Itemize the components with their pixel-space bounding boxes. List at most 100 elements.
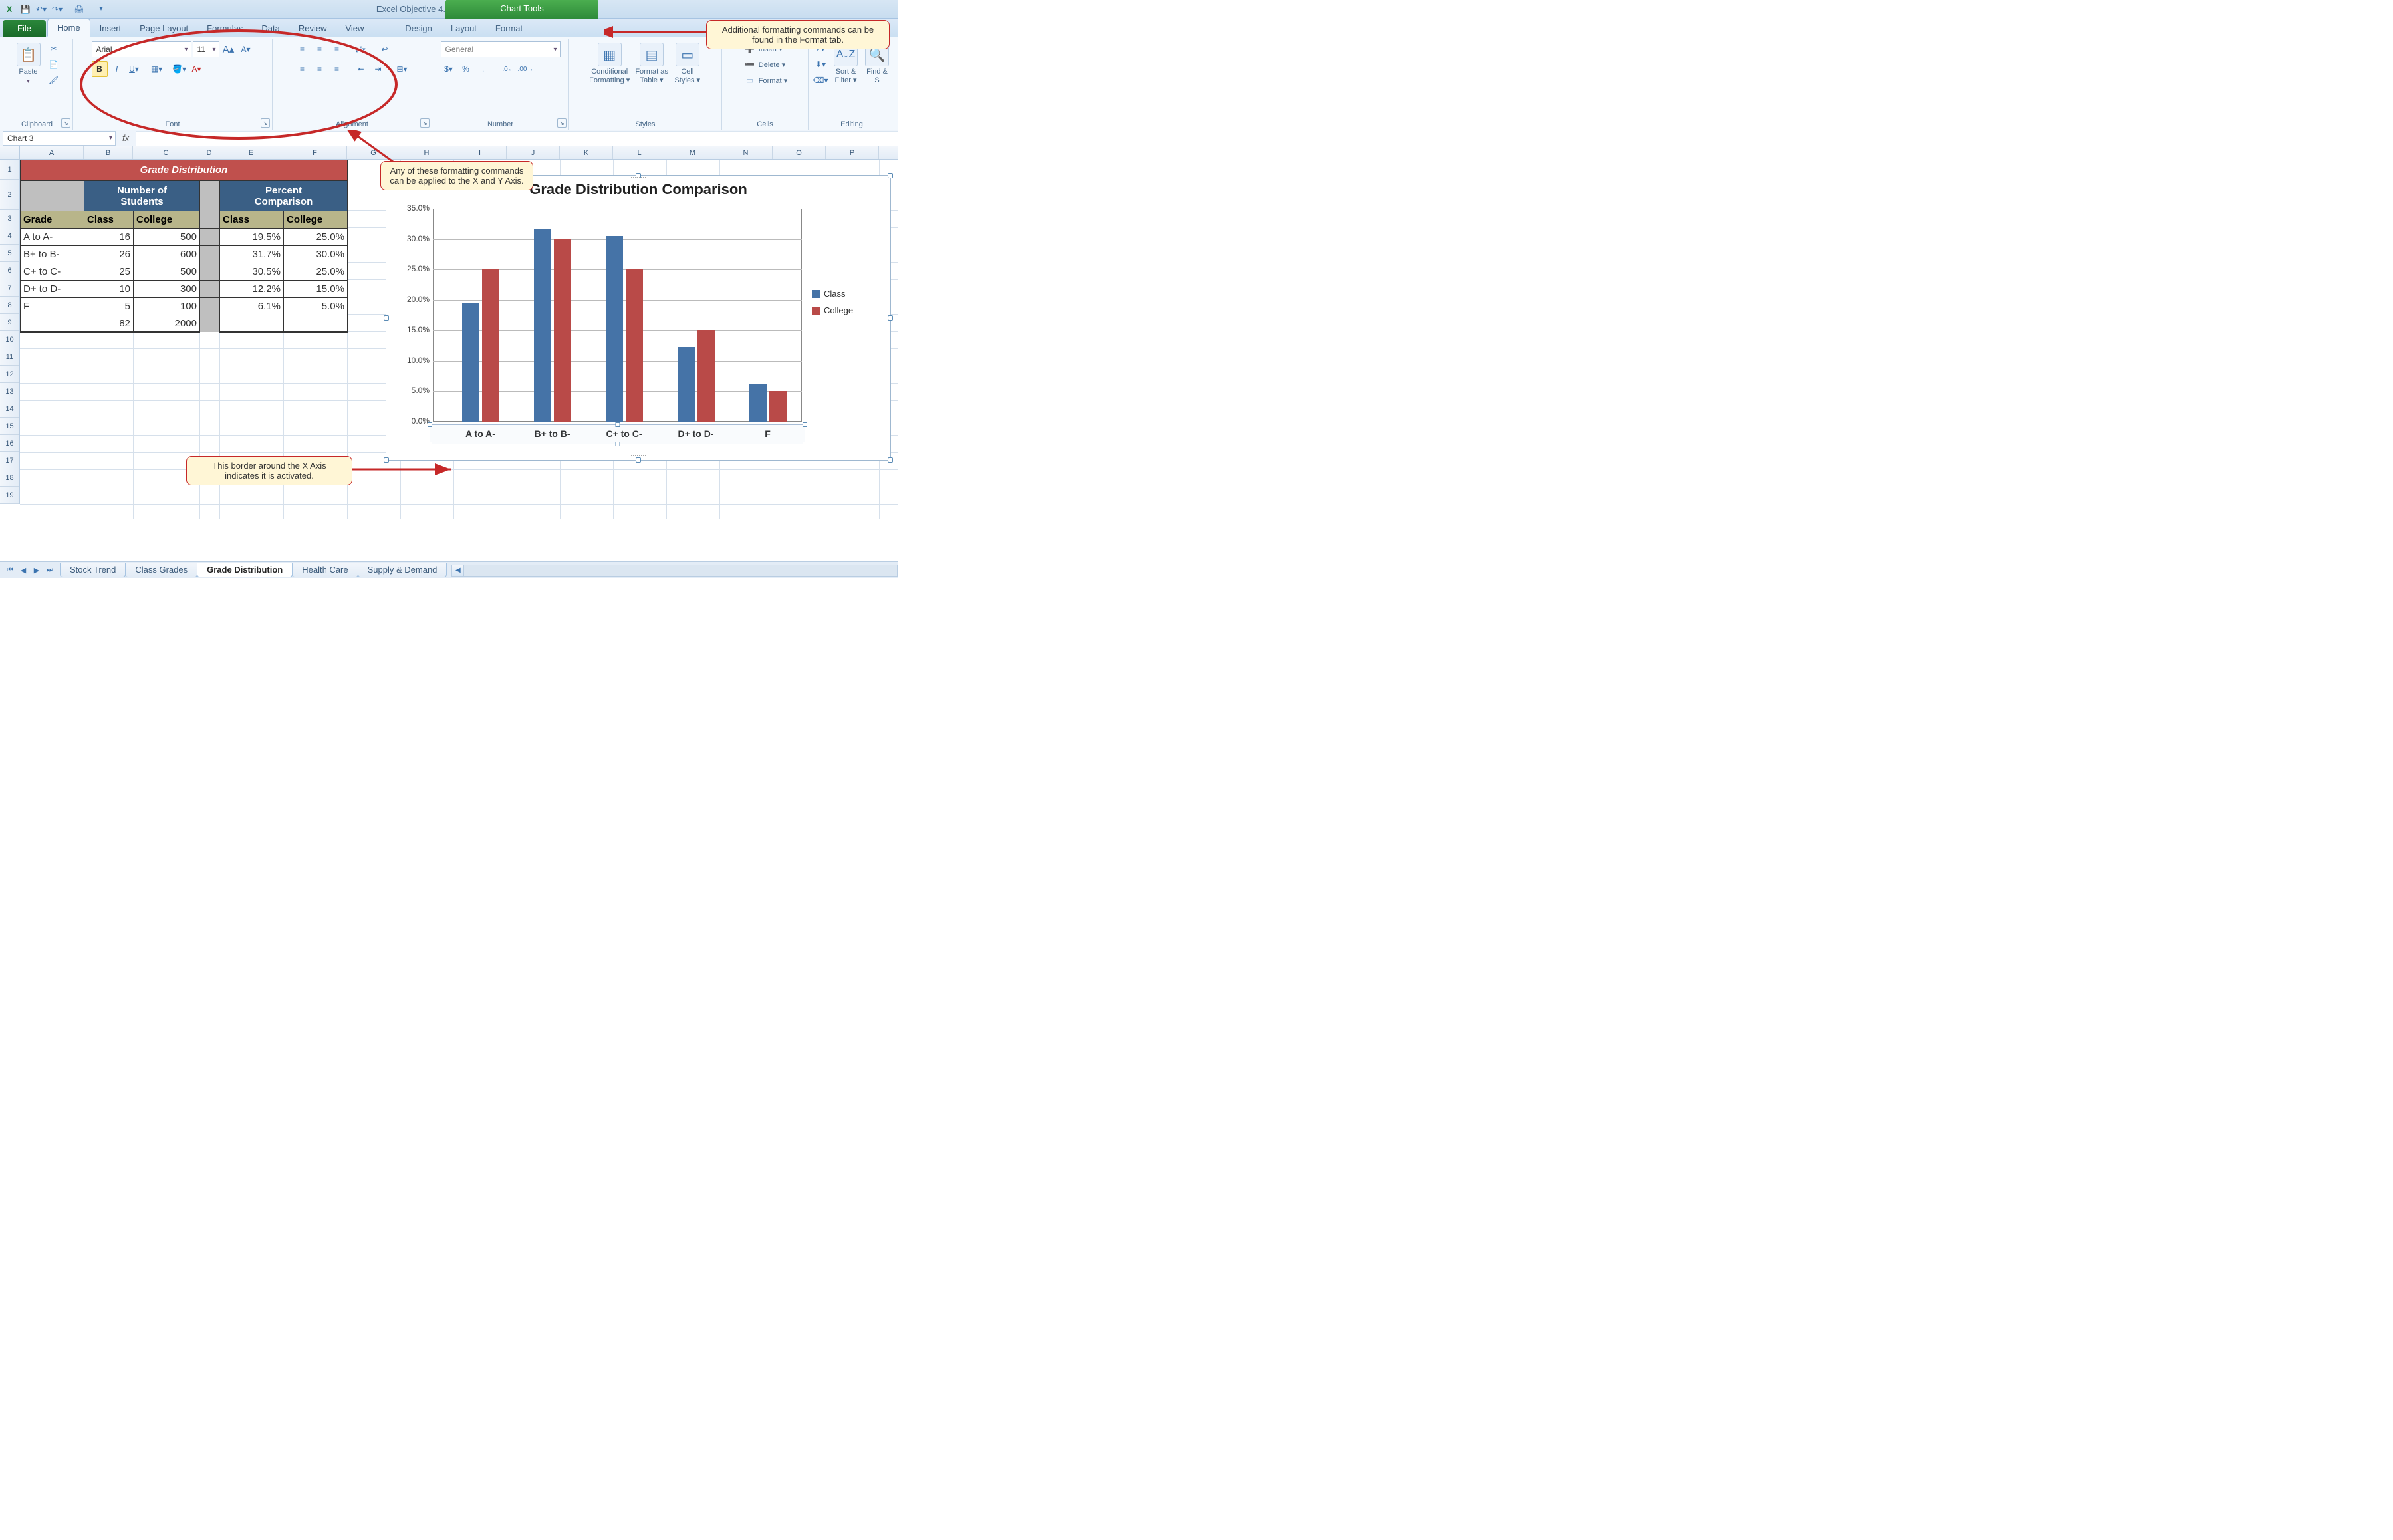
copy-icon[interactable]: 📄 <box>47 57 61 72</box>
save-icon[interactable]: 💾 <box>19 3 32 16</box>
chart-bar[interactable] <box>462 303 479 422</box>
column-header-J[interactable]: J <box>507 146 560 159</box>
paste-button[interactable]: 📋 Paste ▾ <box>13 41 44 86</box>
formula-input[interactable] <box>136 131 898 146</box>
row-header-19[interactable]: 19 <box>0 487 19 504</box>
select-all-button[interactable] <box>0 146 20 159</box>
column-header-O[interactable]: O <box>773 146 826 159</box>
chart-legend[interactable]: ClassCollege <box>812 289 853 322</box>
chart-bar[interactable] <box>749 384 767 422</box>
row-header-15[interactable]: 15 <box>0 418 19 435</box>
column-header-M[interactable]: M <box>666 146 719 159</box>
tab-view[interactable]: View <box>336 20 373 37</box>
nav-last-icon[interactable]: ⏭ <box>44 565 56 577</box>
decrease-font-icon[interactable]: A▾ <box>238 41 254 57</box>
y-axis-label[interactable]: 15.0% <box>396 325 430 334</box>
column-header-N[interactable]: N <box>719 146 773 159</box>
chart-bar[interactable] <box>482 269 499 422</box>
y-axis-label[interactable]: 35.0% <box>396 203 430 213</box>
sheet-tab-supply-demand[interactable]: Supply & Demand <box>358 563 447 577</box>
tab-formulas[interactable]: Formulas <box>197 20 252 37</box>
file-tab[interactable]: File <box>3 20 46 37</box>
font-size-combo[interactable]: 11 <box>193 41 219 57</box>
tab-chart-design[interactable]: Design <box>396 20 441 37</box>
increase-decimal-icon[interactable]: .0← <box>501 61 517 77</box>
nav-first-icon[interactable]: ⏮ <box>4 565 16 577</box>
y-axis-label[interactable]: 30.0% <box>396 234 430 243</box>
clipboard-launcher-icon[interactable]: ↘ <box>61 118 70 128</box>
increase-font-icon[interactable]: A▴ <box>221 41 237 57</box>
row-header-16[interactable]: 16 <box>0 435 19 452</box>
tab-review[interactable]: Review <box>289 20 336 37</box>
y-axis-label[interactable]: 0.0% <box>396 416 430 426</box>
sheet-tab-class-grades[interactable]: Class Grades <box>125 563 197 577</box>
align-bottom-icon[interactable]: ≡ <box>329 41 345 57</box>
cells-delete-button[interactable]: ➖Delete ▾ <box>743 57 785 72</box>
tab-page-layout[interactable]: Page Layout <box>130 20 197 37</box>
row-header-2[interactable]: 2 <box>0 180 19 210</box>
align-top-icon[interactable]: ≡ <box>295 41 311 57</box>
number-launcher-icon[interactable]: ↘ <box>557 118 567 128</box>
column-header-B[interactable]: B <box>84 146 133 159</box>
font-color-icon[interactable]: A▾ <box>189 61 205 77</box>
column-header-D[interactable]: D <box>199 146 219 159</box>
increase-indent-icon[interactable]: ⇥ <box>370 61 386 77</box>
quick-print-icon[interactable]: 🖨 <box>72 3 86 16</box>
column-header-K[interactable]: K <box>560 146 613 159</box>
name-box[interactable]: Chart 3 <box>3 131 116 146</box>
row-header-1[interactable]: 1 <box>0 160 19 180</box>
y-axis-label[interactable]: 20.0% <box>396 295 430 304</box>
row-header-17[interactable]: 17 <box>0 452 19 469</box>
row-header-13[interactable]: 13 <box>0 383 19 400</box>
font-name-combo[interactable]: Arial <box>92 41 191 57</box>
nav-next-icon[interactable]: ▶ <box>31 565 43 577</box>
y-axis-label[interactable]: 25.0% <box>396 264 430 273</box>
merge-center-icon[interactable]: ⊞▾ <box>394 61 410 77</box>
currency-icon[interactable]: $▾ <box>441 61 457 77</box>
font-launcher-icon[interactable]: ↘ <box>261 118 270 128</box>
row-header-5[interactable]: 5 <box>0 245 19 262</box>
row-header-18[interactable]: 18 <box>0 469 19 487</box>
nav-prev-icon[interactable]: ◀ <box>17 565 29 577</box>
row-header-11[interactable]: 11 <box>0 348 19 366</box>
align-center-icon[interactable]: ≡ <box>312 61 328 77</box>
align-left-icon[interactable]: ≡ <box>295 61 311 77</box>
column-header-A[interactable]: A <box>20 146 84 159</box>
format-as-table-button[interactable]: ▤ Format asTable ▾ <box>634 41 670 86</box>
cells-format-button[interactable]: ▭Format ▾ <box>743 73 787 88</box>
conditional-formatting-button[interactable]: ▦ ConditionalFormatting ▾ <box>588 41 631 86</box>
column-header-H[interactable]: H <box>400 146 453 159</box>
qat-customize-icon[interactable]: ▾ <box>94 3 108 16</box>
y-axis-label[interactable]: 10.0% <box>396 356 430 365</box>
orientation-icon[interactable]: ⤢▾ <box>353 41 369 57</box>
tab-chart-layout[interactable]: Layout <box>441 20 486 37</box>
chart-bar[interactable] <box>769 391 787 422</box>
chart-bar[interactable] <box>678 347 695 422</box>
column-header-P[interactable]: P <box>826 146 879 159</box>
sheet-tab-health-care[interactable]: Health Care <box>292 563 358 577</box>
column-header-F[interactable]: F <box>283 146 347 159</box>
tab-chart-format[interactable]: Format <box>486 20 532 37</box>
fill-color-icon[interactable]: 🪣▾ <box>172 61 188 77</box>
number-format-combo[interactable]: General <box>441 41 561 57</box>
cell-styles-button[interactable]: ▭ CellStyles ▾ <box>672 41 703 86</box>
row-header-6[interactable]: 6 <box>0 262 19 279</box>
fill-icon[interactable]: ⬇▾ <box>813 57 828 72</box>
row-header-4[interactable]: 4 <box>0 227 19 245</box>
underline-button[interactable]: U▾ <box>126 61 142 77</box>
row-header-10[interactable]: 10 <box>0 331 19 348</box>
undo-icon[interactable]: ↶▾ <box>35 3 48 16</box>
column-header-I[interactable]: I <box>453 146 507 159</box>
column-header-C[interactable]: C <box>133 146 199 159</box>
chart-bar[interactable] <box>554 239 571 422</box>
italic-button[interactable]: I <box>109 61 125 77</box>
chart-bar[interactable] <box>534 229 551 422</box>
row-header-12[interactable]: 12 <box>0 366 19 383</box>
decrease-decimal-icon[interactable]: .00→ <box>518 61 534 77</box>
borders-icon[interactable]: ▦▾ <box>149 61 165 77</box>
decrease-indent-icon[interactable]: ⇤ <box>353 61 369 77</box>
sheet-tab-stock-trend[interactable]: Stock Trend <box>60 563 126 577</box>
wrap-text-icon[interactable]: ↩ <box>377 41 393 57</box>
chart-bar[interactable] <box>606 236 623 422</box>
tab-insert[interactable]: Insert <box>90 20 131 37</box>
